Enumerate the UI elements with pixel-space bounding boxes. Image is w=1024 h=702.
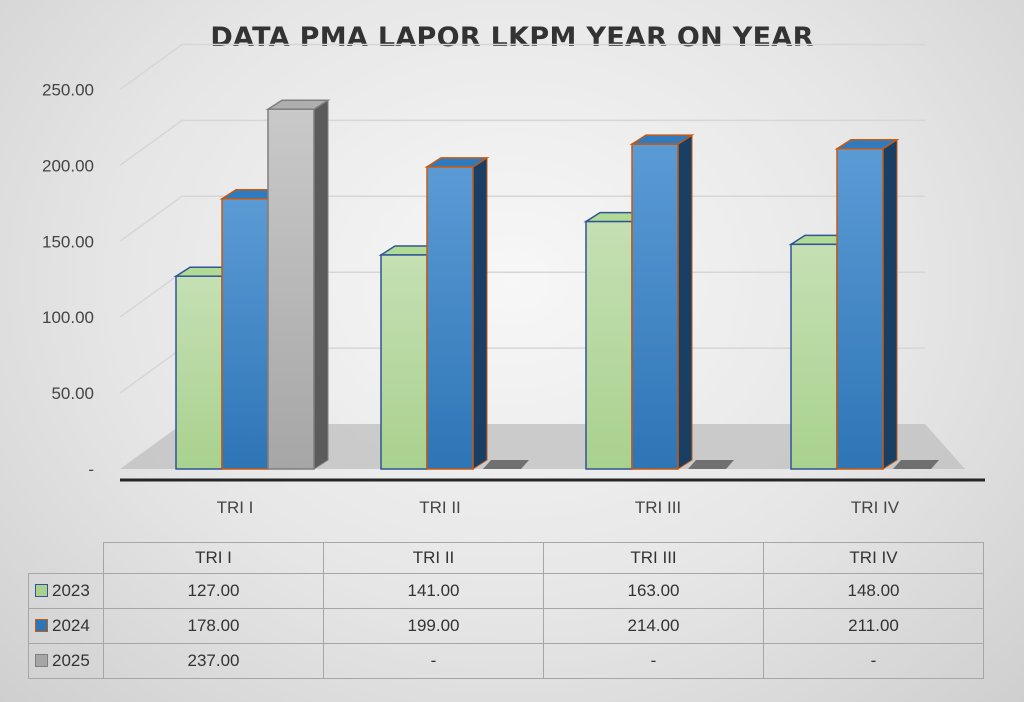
bar-side-2024-tri-iii (677, 134, 693, 470)
bar-side-2024-tri-ii (472, 157, 488, 470)
empty-bar-marker (893, 460, 939, 469)
table-row: 2023 127.00 141.00 163.00 148.00 (28, 573, 984, 609)
table-cell: 178.00 (103, 608, 324, 644)
empty-bar-marker (483, 460, 529, 469)
chart-floor (120, 424, 965, 469)
empty-bar-marker (688, 460, 734, 469)
y-tick-label: 250.00 (42, 81, 94, 100)
x-category-label: TRI III (635, 498, 681, 517)
table-row: 2024 178.00 199.00 214.00 211.00 (28, 608, 984, 644)
table-header-cell: TRI III (543, 542, 764, 574)
bar-2024-tri-iii (631, 143, 679, 470)
bar-2024-tri-ii (426, 166, 474, 470)
legend-entry-2023: 2023 (28, 573, 104, 609)
table-header-cell: TRI I (103, 542, 324, 574)
y-tick-label: 200.00 (42, 156, 94, 175)
bar-2023-tri-iv (790, 243, 838, 470)
table-cell: 237.00 (103, 643, 324, 679)
table-row: 2025 237.00 - - - (28, 643, 984, 679)
chart-title: DATA PMA LAPOR LKPM YEAR ON YEAR (210, 22, 814, 53)
legend-entry-2024: 2024 (28, 608, 104, 644)
table-cell: - (543, 643, 764, 679)
legend-label: 2023 (52, 581, 90, 600)
y-tick-label: - (88, 460, 94, 479)
data-table: TRI I TRI II TRI III TRI IV 2023 127.00 … (28, 542, 984, 679)
legend-label: 2024 (52, 616, 90, 635)
table-header-cell: TRI IV (763, 542, 984, 574)
gridline (119, 119, 925, 167)
legend-swatch (35, 654, 48, 667)
bar-2023-tri-i (175, 275, 223, 470)
table-cell: 163.00 (543, 573, 764, 609)
table-cell: 211.00 (763, 608, 984, 644)
y-tick-label: 150.00 (42, 232, 94, 251)
bar-2024-tri-i (221, 198, 269, 470)
legend-label: 2025 (52, 651, 90, 670)
table-cell: 127.00 (103, 573, 324, 609)
y-tick-label: 50.00 (51, 384, 94, 403)
table-cell: - (763, 643, 984, 679)
table-cell: - (323, 643, 544, 679)
chart-plot: - 50.00 100.00 150.00 200.00 250.00 TRI I TRI … (42, 43, 985, 517)
bar-side-2024-tri-iv (882, 138, 898, 470)
table-cell: 148.00 (763, 573, 984, 609)
bar-2023-tri-iii (585, 220, 633, 470)
bar-2024-tri-iv (836, 147, 884, 470)
table-cell: 141.00 (323, 573, 544, 609)
legend-swatch (35, 584, 48, 597)
table-header-cell: TRI II (323, 542, 544, 574)
bar-2025-tri-i (267, 108, 315, 470)
table-corner (28, 542, 104, 574)
legend-swatch (35, 619, 48, 632)
x-category-label: TRI IV (851, 498, 900, 517)
gridline (119, 43, 925, 91)
table-cell: 199.00 (323, 608, 544, 644)
table-cell: 214.00 (543, 608, 764, 644)
bar-2023-tri-ii (380, 254, 428, 470)
x-category-label: TRI II (419, 498, 461, 517)
x-category-label: TRI I (217, 498, 254, 517)
legend-entry-2025: 2025 (28, 643, 104, 679)
bar-side-2025-tri-i (313, 99, 329, 470)
y-tick-label: 100.00 (42, 308, 94, 327)
